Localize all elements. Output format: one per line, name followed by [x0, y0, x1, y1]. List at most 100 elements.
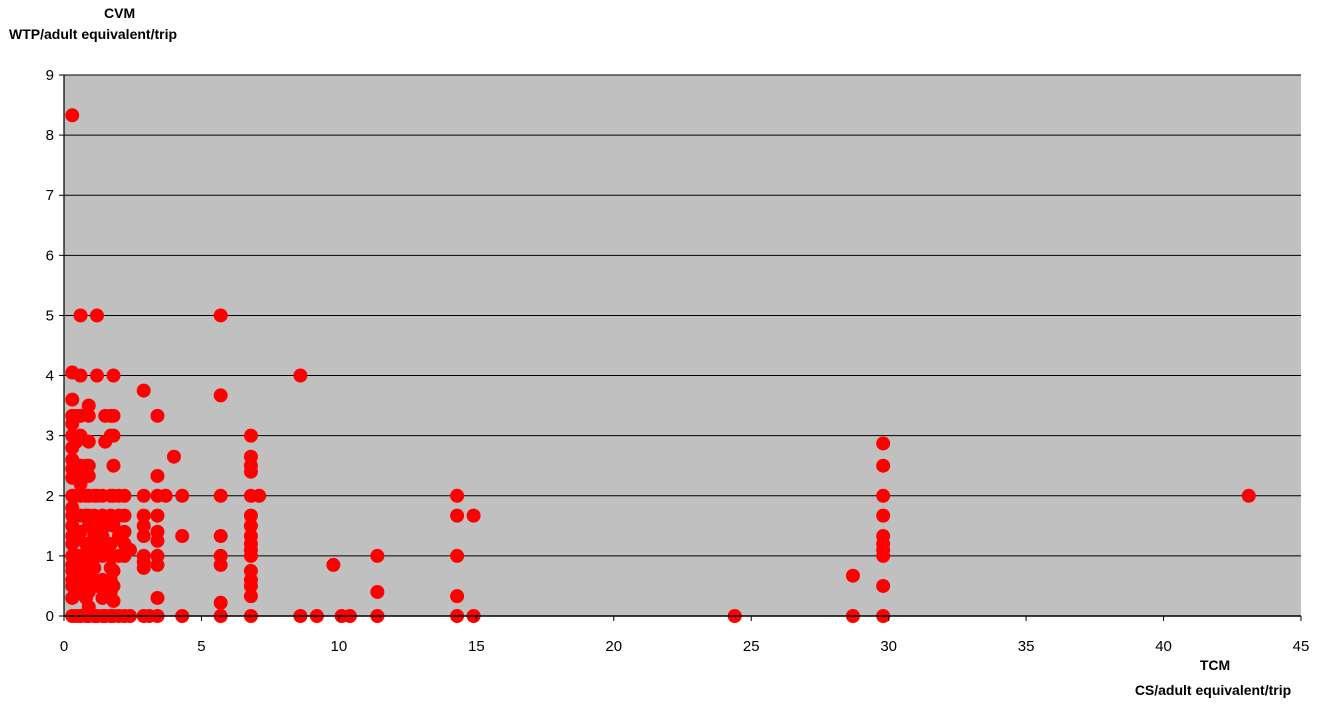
- data-point: [117, 488, 132, 503]
- data-point: [87, 560, 102, 575]
- data-point: [89, 308, 104, 323]
- data-point: [122, 542, 137, 557]
- x-tick-label: 5: [197, 638, 205, 655]
- data-point: [175, 488, 190, 503]
- y-tick-label: 1: [46, 548, 54, 565]
- data-point: [243, 578, 258, 593]
- data-point: [213, 529, 228, 544]
- data-point: [117, 508, 132, 523]
- plot-area: [64, 75, 1301, 616]
- data-point: [213, 488, 228, 503]
- data-point: [150, 468, 165, 483]
- data-point: [450, 548, 465, 563]
- data-point: [150, 533, 165, 548]
- data-point: [243, 508, 258, 523]
- data-points: [65, 108, 1256, 623]
- data-point: [370, 584, 385, 599]
- y-tick-label: 9: [46, 67, 54, 84]
- x-tick-label: 10: [331, 638, 348, 655]
- data-point: [106, 518, 121, 533]
- data-point: [136, 529, 151, 544]
- y-tick-label: 7: [46, 187, 54, 204]
- y-tick-label: 4: [46, 368, 54, 385]
- data-point: [166, 449, 181, 464]
- data-point: [106, 563, 121, 578]
- gridlines: [64, 74, 1301, 557]
- axes: [59, 74, 1302, 621]
- data-point: [106, 408, 121, 423]
- data-point: [213, 595, 228, 610]
- y-tick-label: 0: [46, 608, 54, 625]
- data-point: [73, 368, 88, 383]
- data-point: [158, 488, 173, 503]
- data-point: [136, 560, 151, 575]
- y-tick-label: 8: [46, 127, 54, 144]
- y-axis-title-line2: WTP/adult equivalent/trip: [9, 26, 178, 42]
- x-axis-title-line2: CS/adult equivalent/trip: [1134, 682, 1292, 698]
- data-point: [243, 548, 258, 563]
- x-tick-label: 20: [605, 638, 622, 655]
- data-point: [876, 488, 891, 503]
- data-point: [450, 488, 465, 503]
- data-point: [876, 508, 891, 523]
- data-point: [466, 508, 481, 523]
- x-tick-label: 15: [468, 638, 485, 655]
- x-tick-labels: 0 5 10 15 20 25 30 35 40 45: [60, 638, 1310, 655]
- y-tick-label: 5: [46, 307, 54, 324]
- data-point: [81, 468, 96, 483]
- data-point: [136, 518, 151, 533]
- data-point: [81, 434, 96, 449]
- data-point: [150, 590, 165, 605]
- data-point: [252, 488, 267, 503]
- data-point: [136, 508, 151, 523]
- data-point: [117, 524, 132, 539]
- data-point: [1241, 488, 1256, 503]
- data-point: [213, 388, 228, 403]
- data-point: [175, 529, 190, 544]
- x-tick-label: 0: [60, 638, 68, 655]
- y-tick-label: 6: [46, 247, 54, 264]
- data-point: [150, 508, 165, 523]
- y-axis-title-line1: CVM: [104, 5, 136, 21]
- data-point: [450, 589, 465, 604]
- data-point: [876, 458, 891, 473]
- data-point: [876, 548, 891, 563]
- data-point: [81, 458, 96, 473]
- data-point: [150, 408, 165, 423]
- data-point: [213, 557, 228, 572]
- x-axis-title-line1: TCM: [1199, 657, 1231, 673]
- x-tick-label: 25: [743, 638, 760, 655]
- data-point: [876, 436, 891, 451]
- data-point: [106, 368, 121, 383]
- data-point: [89, 368, 104, 383]
- data-point: [106, 578, 121, 593]
- data-point: [65, 108, 80, 123]
- data-point: [845, 568, 860, 583]
- data-point: [106, 458, 121, 473]
- x-tick-label: 35: [1018, 638, 1035, 655]
- data-point: [243, 518, 258, 533]
- data-point: [293, 368, 308, 383]
- x-tick-label: 40: [1155, 638, 1172, 655]
- data-point: [450, 508, 465, 523]
- y-tick-label: 3: [46, 428, 54, 445]
- data-point: [213, 308, 228, 323]
- x-tick-label: 45: [1293, 638, 1310, 655]
- data-point: [243, 464, 258, 479]
- data-point: [150, 557, 165, 572]
- data-point: [243, 589, 258, 604]
- x-tick-label: 30: [880, 638, 897, 655]
- y-tick-label: 2: [46, 488, 54, 505]
- data-point: [326, 557, 341, 572]
- data-point: [136, 488, 151, 503]
- data-point: [65, 392, 80, 407]
- data-point: [81, 398, 96, 413]
- data-point: [106, 593, 121, 608]
- data-point: [106, 428, 121, 443]
- y-tick-labels: 0 1 2 3 4 5 6 7 8 9: [46, 67, 54, 625]
- data-point: [243, 428, 258, 443]
- data-point: [81, 408, 96, 423]
- data-point: [73, 308, 88, 323]
- data-point: [136, 383, 151, 398]
